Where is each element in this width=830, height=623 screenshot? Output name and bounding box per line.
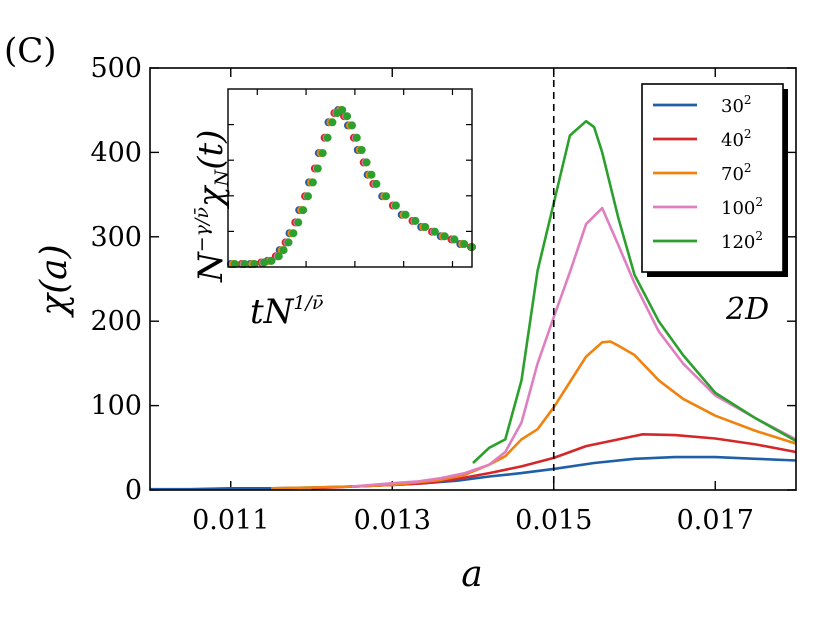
inset-point — [260, 258, 269, 267]
y-axis-label: χ(a) — [34, 244, 75, 318]
inset-points — [226, 106, 476, 268]
x-tick-label: 0.015 — [515, 505, 592, 536]
inset-x-label: tN1/ν̄ — [250, 292, 324, 332]
inset-frame — [227, 88, 473, 268]
inset-point — [362, 158, 371, 167]
x-tick-label: 0.011 — [192, 505, 269, 536]
inset-point — [348, 121, 356, 130]
legend: 302 402 702 1002 1202 — [641, 83, 788, 277]
legend-label-70: 702 — [721, 161, 752, 185]
inset-point — [284, 238, 293, 247]
inset-point — [352, 133, 361, 142]
inset-point — [460, 240, 469, 248]
tick-labels: 0.011 0.013 0.015 0.017 0 100 200 300 400 500 — [90, 53, 753, 536]
inset-point — [430, 227, 439, 236]
inset-point — [267, 256, 276, 265]
x-tick-label: 0.013 — [354, 505, 431, 536]
inset-point — [323, 133, 332, 142]
x-axis-label: a — [461, 554, 482, 595]
series-line-70 — [271, 340, 797, 490]
inset-point — [240, 260, 249, 268]
inset-point — [411, 216, 420, 225]
panel-label: (C) — [4, 31, 57, 71]
inset-point — [382, 192, 391, 201]
inset-point — [450, 235, 459, 244]
y-tick-label: 100 — [90, 391, 142, 422]
legend-label-40: 402 — [721, 127, 752, 151]
inset-point — [367, 170, 376, 179]
inset-point — [308, 178, 317, 187]
inset-point — [279, 246, 288, 255]
inset-point — [289, 229, 298, 238]
inset-plot: tN1/ν̄ N−γ/ν̄χN(t) — [191, 88, 476, 332]
series-line-100 — [351, 206, 797, 488]
legend-label-30: 302 — [721, 93, 752, 117]
inset-point — [343, 112, 352, 121]
y-tick-label: 0 — [125, 475, 142, 506]
inset-point — [328, 118, 337, 127]
inset-point — [372, 179, 381, 188]
inset-point — [230, 260, 239, 268]
legend-items: 302 402 702 1002 1202 — [653, 93, 763, 253]
inset-point — [299, 206, 308, 215]
y-tick-label: 200 — [90, 306, 142, 337]
legend-label-100: 1002 — [721, 195, 763, 219]
inset-point — [421, 223, 430, 231]
inset-point — [338, 106, 347, 114]
inset-point — [313, 164, 322, 173]
inset-point — [250, 260, 259, 268]
inset-point — [391, 201, 400, 210]
y-tick-label: 500 — [90, 53, 142, 84]
plot-frame — [149, 67, 797, 491]
inset-point — [401, 210, 410, 219]
inset-point — [304, 192, 312, 201]
series-line-30 — [150, 455, 797, 491]
series-line-120 — [472, 119, 797, 464]
y-tick-label: 300 — [90, 222, 142, 253]
dimension-label: 2D — [725, 292, 769, 327]
x-tick-label: 0.017 — [677, 505, 754, 536]
inset-y-label: N−γ/ν̄χN(t) — [191, 130, 233, 283]
legend-label-120: 1202 — [721, 229, 763, 253]
inset-point — [440, 232, 449, 241]
inset-point — [274, 252, 283, 261]
inset-point — [318, 149, 327, 158]
inset-point — [294, 218, 303, 227]
legend-box — [641, 83, 784, 273]
y-tick-label: 400 — [90, 137, 142, 168]
inset-point — [357, 146, 366, 154]
